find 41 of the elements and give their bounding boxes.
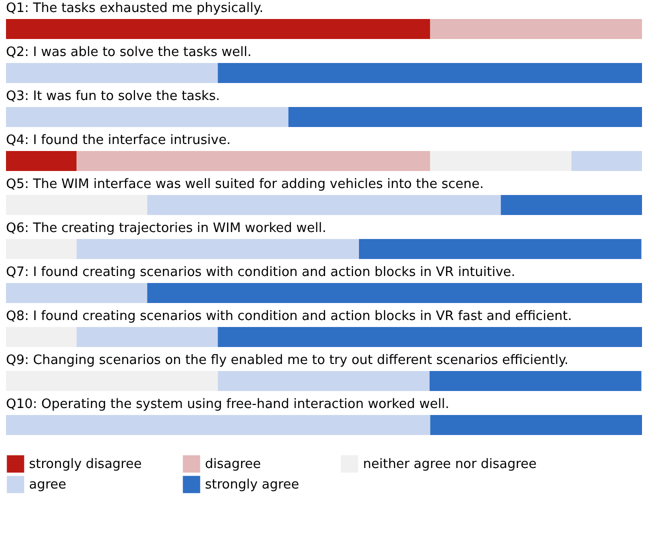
bar bbox=[6, 283, 148, 303]
bar bbox=[6, 415, 430, 435]
bar bbox=[288, 107, 642, 127]
bar bbox=[218, 327, 642, 347]
bar bbox=[430, 415, 642, 435]
bar bbox=[6, 19, 430, 39]
bar bbox=[430, 371, 642, 391]
bar bbox=[76, 327, 218, 347]
y-tick-label: Q10: Operating the system using free-hand interaction worked well. bbox=[6, 397, 450, 412]
y-tick-label: Q2: I was able to solve the tasks well. bbox=[6, 45, 252, 60]
bar bbox=[6, 327, 77, 347]
y-tick-label: Q9: Changing scenarios on the fly enabled me to try out different scenarios efficiently. bbox=[6, 353, 568, 368]
bar bbox=[500, 195, 642, 215]
bar bbox=[147, 283, 642, 303]
bar bbox=[6, 239, 77, 259]
legend-label: strongly agree bbox=[205, 478, 300, 492]
bar bbox=[6, 63, 218, 83]
y-tick-label: Q6: The creating trajectories in WIM worked well. bbox=[6, 221, 326, 236]
bar bbox=[6, 371, 218, 391]
bar bbox=[6, 195, 148, 215]
legend-label: neither agree nor disagree bbox=[363, 456, 537, 472]
bar bbox=[6, 107, 288, 127]
y-tick-label: Q7: I found creating scenarios with condition and action blocks in VR intuitive. bbox=[6, 265, 516, 280]
y-tick-label: Q5: The WIM interface was well suited for adding vehicles into the scene. bbox=[6, 177, 484, 192]
bar bbox=[430, 19, 642, 39]
y-tick-label: Q1: The tasks exhausted me physically. bbox=[6, 1, 264, 16]
bar bbox=[218, 371, 430, 391]
bar bbox=[76, 239, 359, 259]
y-tick-label: Q8: I found creating scenarios with condition and action blocks in VR fast and efficient. bbox=[6, 309, 572, 324]
legend-label: agree bbox=[29, 478, 66, 492]
y-tick-label: Q4: I found the interface intrusive. bbox=[6, 133, 231, 148]
y-tick-label: Q3: It was fun to solve the tasks. bbox=[6, 89, 220, 104]
bar bbox=[6, 151, 77, 171]
legend-label: strongly disagree bbox=[29, 456, 142, 472]
bar bbox=[147, 195, 501, 215]
bar bbox=[218, 63, 642, 83]
bar bbox=[76, 151, 430, 171]
bar bbox=[358, 239, 642, 259]
bar bbox=[571, 151, 642, 171]
bar bbox=[430, 151, 572, 171]
legend-label: disagree bbox=[205, 456, 261, 472]
